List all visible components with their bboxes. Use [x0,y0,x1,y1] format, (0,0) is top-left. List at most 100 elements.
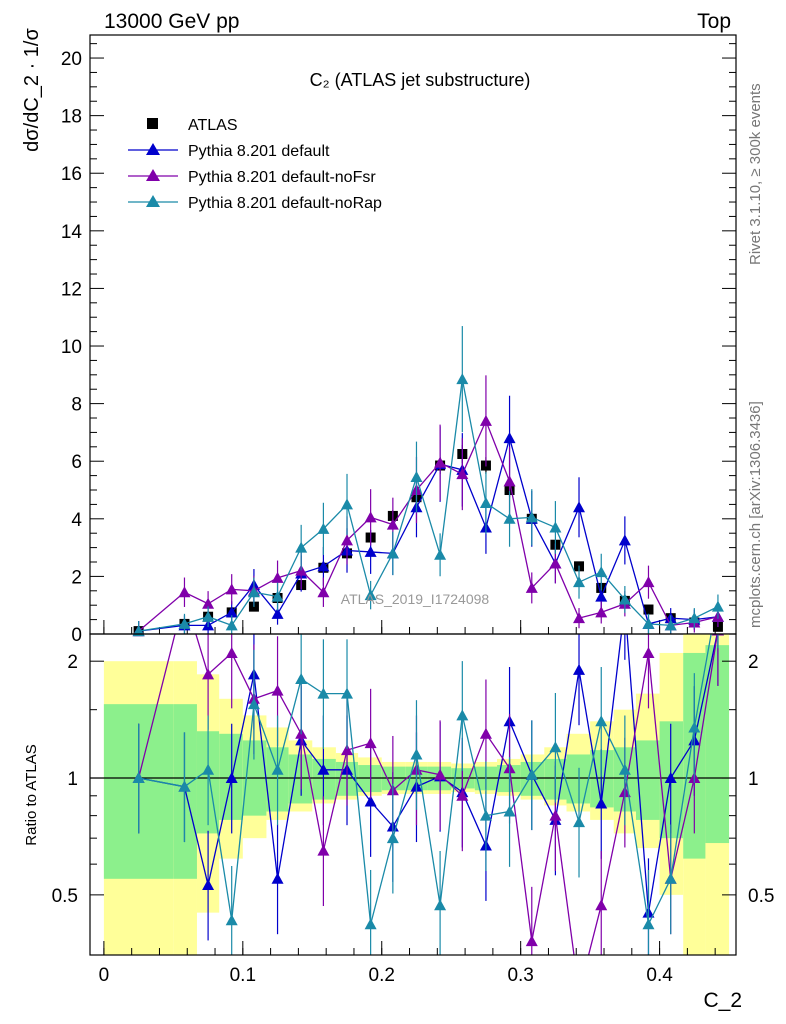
data-point [479,414,492,426]
ratio-point [456,709,469,721]
x-tick-label: 0 [99,965,110,986]
ratio-point [456,789,469,801]
series-0 [133,445,723,637]
data-point [595,590,608,602]
data-point [202,597,215,609]
data-point [364,545,377,557]
ratio-point [202,763,215,775]
ratio-point [573,987,585,998]
data-point [178,617,191,629]
ratio-point [247,698,260,710]
legend-label: Pythia 8.201 default-noFsr [188,169,376,186]
ratio-y-tick-label: 1 [67,769,78,790]
x-tick-label: 0.1 [230,965,256,986]
band-inner [635,740,660,820]
data-point [479,496,492,508]
ratio-point [410,748,423,760]
data-point [434,456,447,468]
data-point [595,566,608,578]
data-point [225,606,238,618]
y-tick-label: 14 [61,222,83,243]
ratio-series-2 [132,634,719,955]
legend-item: Pythia 8.201 default-noRap [128,195,382,212]
data-point [595,606,608,618]
ratio-point [618,763,631,775]
data-point [225,619,238,631]
svg-text:mcplots.cern.ch [arXiv:1306.34: mcplots.cern.ch [arXiv:1306.3436] [747,401,764,628]
mcplots-label: mcplots.cern.ch [arXiv:1306.3436] [747,401,764,628]
ratio-point [132,772,145,784]
data-point [295,541,308,553]
ratio-point [341,744,354,756]
ratio-point [434,768,447,780]
watermark: ATLAS_2019_I1724098 [341,591,490,607]
svg-text:Rivet 3.1.10, ≥ 300k events: Rivet 3.1.10, ≥ 300k events [747,83,764,265]
legend-item: Pythia 8.201 default [128,143,330,160]
data-point [434,548,447,560]
ratio-point [642,918,655,930]
data-point [271,607,284,619]
ratio-point [317,763,330,775]
svg-text:dσ/dC_2 · 1/σ: dσ/dC_2 · 1/σ [21,28,43,152]
ratio-point [595,797,608,809]
x-axis-label: C_2 [703,989,742,1012]
main-frame [89,34,737,635]
y-tick-label: 16 [61,164,82,185]
ratio-point [664,872,677,884]
ratio-point [642,646,655,658]
ratio-point [386,832,399,844]
data-point [456,373,469,385]
ratio-point [225,772,238,784]
y-tick-label: 2 [71,567,82,588]
data-point [642,617,655,629]
ratio-point [664,772,677,784]
band-inner [590,750,614,808]
ratio-point [573,816,586,828]
ratio-axis-ticks: 0.5 0.5 1 1 2 2 0 0.1 0.2 0.3 0.4 [52,652,775,986]
main-series-group [132,326,724,637]
main-axis-ticks: 0 2 4 6 8 10 12 14 16 18 20 [61,43,736,646]
ratio-point [364,795,377,807]
y-tick-label: 20 [61,49,82,70]
ratio-point [271,763,284,775]
band-inner [288,754,313,804]
ratio-point [317,687,330,699]
ratio-point [202,668,215,680]
ratio-frame [89,633,737,956]
data-point [688,612,701,624]
header-right: Top [697,10,731,33]
ratio-point [271,872,284,884]
y-tick-label: 18 [61,107,82,128]
data-point [386,547,399,559]
series-3 [132,326,724,637]
legend-marker [146,143,160,155]
data-point [643,604,654,615]
ratio-point [595,715,608,727]
ratio-y-tick-label-right: 1 [748,769,759,790]
ratio-y-tick-label-right: 2 [748,652,759,673]
y-tick-label: 8 [71,395,82,416]
x-tick-label: 0.2 [369,965,395,986]
data-point [271,571,284,583]
data-point [364,589,377,601]
ratio-series-group [132,634,724,998]
legend: ATLAS Pythia 8.201 default Pythia 8.201 de… [128,117,382,212]
ratio-point [178,780,191,792]
ratio-y-label: Ratio to ATLAS [23,744,40,845]
data-point [202,610,215,622]
data-point [317,560,330,572]
data-point [386,518,399,530]
y-tick-label: 6 [71,452,82,473]
ratio-point [688,721,701,733]
data-point [642,576,655,588]
ratio-point [525,768,538,780]
ratio-point [525,935,538,947]
legend-item: Pythia 8.201 default-noFsr [128,169,376,186]
ratio-point [271,684,284,696]
ratio-point [317,844,330,856]
ratio-point [434,899,447,911]
y-tick-label: 0 [71,625,82,646]
ratio-point [341,687,354,699]
data-point [456,468,469,480]
data-point [503,475,516,487]
